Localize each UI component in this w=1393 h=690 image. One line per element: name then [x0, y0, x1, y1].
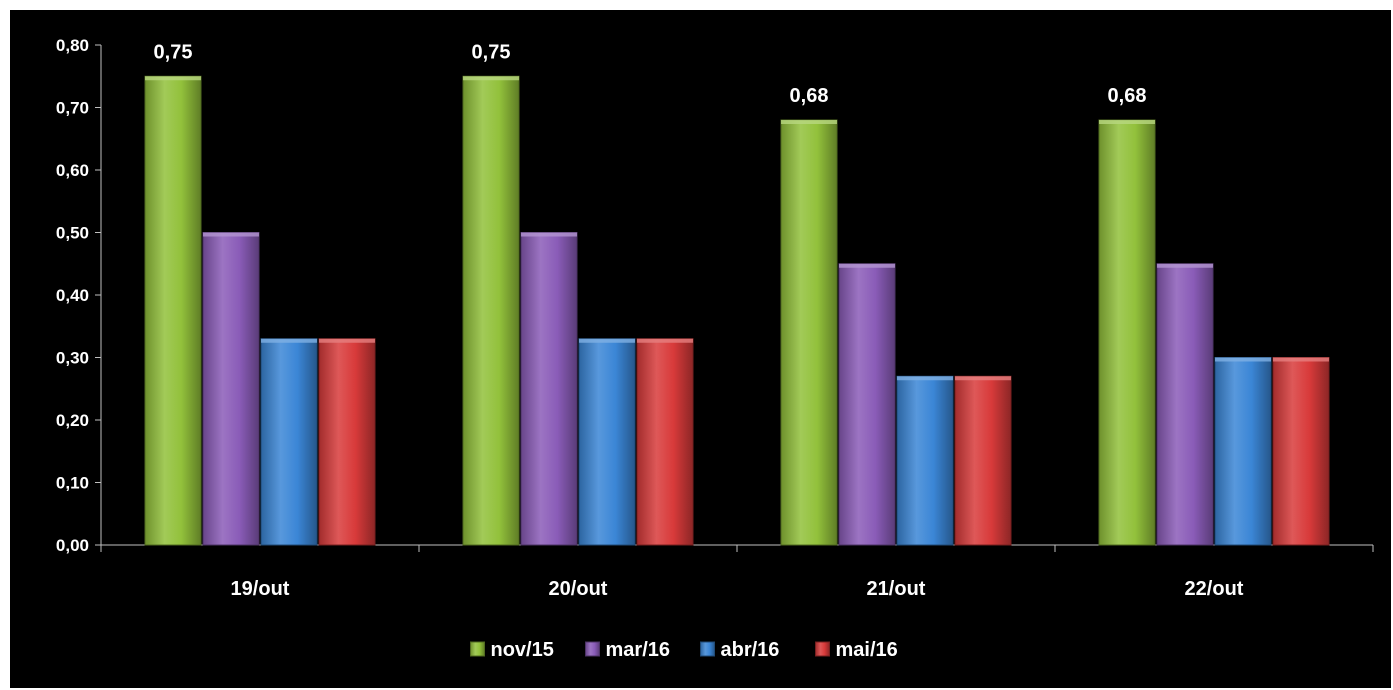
bar-top-highlight	[1273, 357, 1329, 362]
y-tick-label: 0,40	[56, 286, 89, 305]
legend-swatch	[815, 641, 830, 657]
data-label: 0,75	[154, 41, 193, 63]
legend-label: abr/16	[721, 639, 780, 661]
y-tick-label: 0,80	[56, 36, 89, 55]
bar-abr-16-22-out[interactable]	[1214, 357, 1272, 546]
bar-mai-16-20-out[interactable]	[636, 338, 694, 546]
bars	[144, 75, 1330, 546]
data-label: 0,68	[790, 85, 829, 107]
legend-label: mai/16	[836, 639, 898, 661]
x-category-label: 22/out	[1185, 578, 1244, 600]
bar-top-highlight	[261, 338, 317, 343]
bar-top-highlight	[1215, 357, 1271, 362]
bar-mai-16-22-out[interactable]	[1272, 357, 1330, 546]
bar-mai-16-19-out[interactable]	[318, 338, 376, 546]
legend-swatch	[585, 641, 600, 657]
legend-item-nov-15[interactable]: nov/15	[470, 639, 554, 661]
y-tick-label: 0,10	[56, 474, 89, 493]
bar-top-highlight	[1099, 120, 1155, 124]
x-category-label: 19/out	[231, 578, 290, 600]
bar-nov-15-19-out[interactable]	[144, 75, 202, 546]
legend-label: mar/16	[606, 639, 671, 661]
bar-top-highlight	[839, 263, 895, 268]
bar-top-highlight	[521, 232, 577, 237]
y-tick-label: 0,70	[56, 99, 89, 118]
y-tick-label: 0,60	[56, 161, 89, 180]
bar-abr-16-21-out[interactable]	[896, 375, 954, 546]
bar-top-highlight	[203, 232, 259, 237]
data-label: 0,68	[1108, 85, 1147, 107]
y-tick-label: 0,30	[56, 349, 89, 368]
legend-label: nov/15	[491, 639, 554, 661]
bar-top-highlight	[955, 376, 1011, 381]
bar-nov-15-22-out[interactable]	[1098, 119, 1156, 546]
legend-item-mai-16[interactable]: mai/16	[815, 639, 898, 661]
bar-top-highlight	[637, 338, 693, 343]
legend-swatch	[470, 641, 485, 657]
data-labels: 0,75 0,75 0,68 0,68	[154, 41, 1147, 107]
y-tick-label: 0,00	[56, 536, 89, 555]
bar-nov-15-21-out[interactable]	[780, 119, 838, 546]
x-category-label: 20/out	[549, 578, 608, 600]
bar-top-highlight	[1157, 263, 1213, 268]
y-tick-label: 0,20	[56, 411, 89, 430]
legend-item-abr-16[interactable]: abr/16	[700, 639, 780, 661]
bar-abr-16-20-out[interactable]	[578, 338, 636, 546]
legend-item-mar-16[interactable]: mar/16	[585, 639, 671, 661]
legend[interactable]: nov/15 mar/16 abr/16 mai/16	[470, 639, 898, 661]
bar-top-highlight	[145, 76, 201, 81]
bar-top-highlight	[897, 376, 953, 381]
bar-top-highlight	[781, 120, 837, 124]
bar-mar-16-19-out[interactable]	[202, 232, 260, 546]
bar-top-highlight	[463, 76, 519, 81]
bar-mar-16-20-out[interactable]	[520, 232, 578, 546]
bar-abr-16-19-out[interactable]	[260, 338, 318, 546]
legend-swatch	[700, 641, 715, 657]
bar-top-highlight	[579, 338, 635, 343]
bar-mar-16-22-out[interactable]	[1156, 263, 1214, 546]
bar-chart: 0,00 0,10 0,20 0,30 0,40 0,50 0,60 0,70 0,80 19/o…	[56, 36, 1374, 661]
bar-mar-16-21-out[interactable]	[838, 263, 896, 546]
bar-top-highlight	[319, 338, 375, 343]
chart-area: 0,00 0,10 0,20 0,30 0,40 0,50 0,60 0,70 0,80 19/o…	[10, 10, 1391, 688]
bar-mai-16-21-out[interactable]	[954, 375, 1012, 546]
y-tick-label: 0,50	[56, 224, 89, 243]
x-category-label: 21/out	[867, 578, 926, 600]
bar-nov-15-20-out[interactable]	[462, 75, 520, 546]
data-label: 0,75	[472, 41, 511, 63]
